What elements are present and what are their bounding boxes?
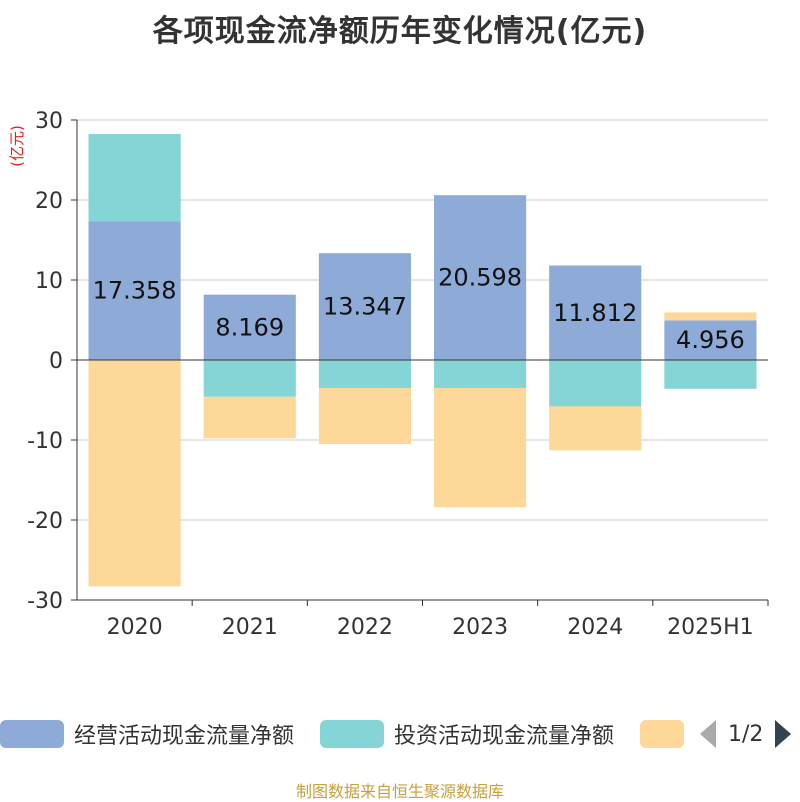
chart-title: 各项现金流净额历年变化情况(亿元) (152, 14, 648, 49)
y-tick-label: -10 (27, 429, 63, 454)
x-tick-label: 2024 (567, 615, 623, 640)
legend-next-icon[interactable] (775, 720, 792, 748)
bar-series2-2025H1[interactable] (664, 312, 757, 321)
data-labels: 17.358 8.169 13.347 20.598 11.812 4.956 (93, 264, 745, 355)
legend: 经营活动现金流量净额 投资活动现金流量净额 (0, 716, 800, 752)
y-axis-unit-label: (亿元) (8, 125, 26, 167)
bar-series0-2020[interactable] (88, 221, 181, 360)
legend-swatch-investing (320, 720, 384, 748)
legend-prev-icon[interactable] (700, 720, 716, 748)
bar-series0-2021[interactable] (203, 294, 296, 360)
legend-pager: 1/2 (700, 716, 792, 752)
data-label-2022: 13.347 (323, 293, 407, 321)
data-label-2021: 8.169 (215, 313, 284, 341)
data-label-2025H1: 4.956 (676, 326, 745, 354)
axes: 30 20 10 0 -10 -20 -30 2020 2021 2022 2023 2024 2025… (27, 109, 769, 640)
y-tick-label: 30 (35, 109, 63, 134)
legend-label-investing: 投资活动现金流量净额 (394, 724, 615, 749)
bar-series2-2020[interactable] (88, 360, 181, 587)
bar-series1-2022[interactable] (318, 360, 411, 388)
y-tick-label: 20 (35, 189, 63, 214)
bar-series0-2023[interactable] (434, 195, 527, 360)
y-tick-label: -30 (27, 589, 63, 614)
bar-series2-2021[interactable] (203, 396, 296, 439)
bar-series1-2020[interactable] (88, 133, 181, 222)
bar-series0-2025H1[interactable] (664, 320, 757, 360)
bar-series0-2022[interactable] (318, 253, 411, 360)
legend-swatch-third (640, 720, 684, 748)
bar-series2-2024[interactable] (549, 406, 642, 451)
legend-swatch-operating (0, 720, 64, 748)
bar-series1-2023[interactable] (434, 360, 527, 388)
x-tick-label: 2020 (107, 615, 163, 640)
legend-item-operating[interactable]: 经营活动现金流量净额 (0, 716, 294, 752)
legend-page-indicator: 1/2 (728, 721, 764, 747)
legend-item-investing[interactable]: 投资活动现金流量净额 (320, 716, 614, 752)
x-tick-label: 2025H1 (667, 615, 754, 640)
bar-series0-2024[interactable] (549, 265, 642, 360)
y-tick-label: -20 (27, 509, 63, 534)
y-tick-label: 0 (49, 349, 63, 374)
legend-item-third[interactable] (640, 716, 684, 752)
data-label-2020: 17.358 (93, 277, 177, 305)
bar-series1-2024[interactable] (549, 360, 642, 407)
bar-series2-2022[interactable] (318, 388, 411, 444)
x-tick-label: 2022 (337, 615, 393, 640)
bar-series1-2021[interactable] (203, 360, 296, 397)
x-tick-label: 2023 (452, 615, 508, 640)
data-label-2023: 20.598 (438, 264, 522, 292)
y-tick-label: 10 (35, 269, 63, 294)
bars (88, 133, 757, 587)
bar-series2-2023[interactable] (434, 388, 527, 508)
source-note: 制图数据来自恒生聚源数据库 (295, 782, 504, 801)
x-tick-label: 2021 (222, 615, 278, 640)
data-label-2024: 11.812 (553, 299, 637, 327)
legend-label-operating: 经营活动现金流量净额 (74, 724, 295, 749)
bar-series1-2025H1[interactable] (664, 360, 757, 389)
